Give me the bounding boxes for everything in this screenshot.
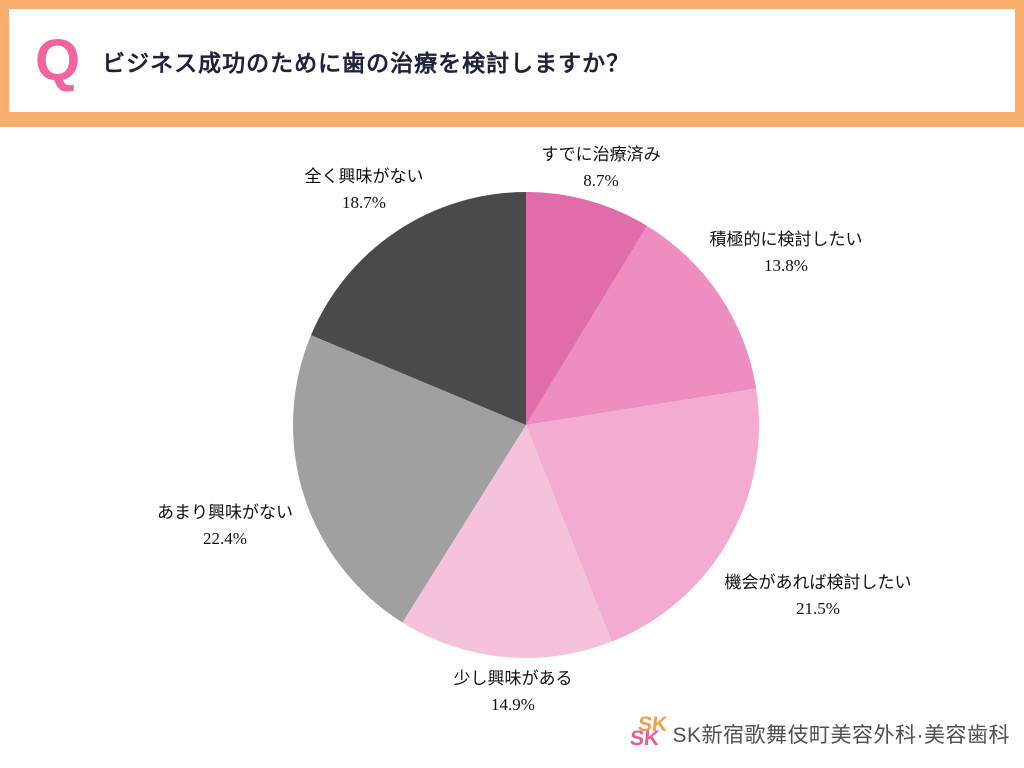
pie-label-text: 少し興味がある bbox=[453, 669, 573, 688]
pie-chart bbox=[293, 192, 759, 659]
pie-label-percent: 21.5% bbox=[796, 599, 840, 619]
clinic-logo: SK SK SK新宿歌舞伎町美容外科·美容歯科 bbox=[628, 712, 1010, 756]
pie-label-not-very-interested: あまり興味がない 22.4% bbox=[157, 500, 293, 553]
q-mark: Q bbox=[35, 27, 81, 93]
question-title: ビジネス成功のために歯の治療を検討しますか？ bbox=[102, 49, 631, 76]
pie-label-text: 機会があれば検討したい bbox=[724, 573, 912, 592]
pie-label-percent: 18.7% bbox=[342, 193, 386, 213]
pie-label-percent: 13.8% bbox=[764, 256, 808, 276]
pie-slice bbox=[526, 192, 648, 425]
pie-label-text: 全く興味がない bbox=[304, 167, 424, 186]
pie-label-text: あまり興味がない bbox=[157, 503, 293, 522]
pie-label-percent: 14.9% bbox=[491, 695, 535, 715]
sk-logo-pink: SK bbox=[629, 727, 661, 750]
pie-chart-area: すでに治療済み 8.7% 積極的に検討したい 13.8% 機会があれば検討したい… bbox=[0, 127, 1024, 768]
pie-slice bbox=[402, 425, 612, 659]
sk-logo-icon: SK SK bbox=[628, 712, 672, 756]
pie-label-already-treated: すでに治療済み 8.7% bbox=[541, 142, 660, 195]
question-banner: Q ビジネス成功のために歯の治療を検討しますか？ bbox=[0, 0, 1024, 127]
pie-label-text: すでに治療済み bbox=[541, 145, 661, 164]
pie-slice bbox=[293, 335, 526, 623]
question-banner-inner: Q ビジネス成功のために歯の治療を検討しますか？ bbox=[9, 9, 1015, 112]
pie-label-slightly-interested: 少し興味がある 14.9% bbox=[454, 666, 573, 719]
pie-slice bbox=[526, 225, 757, 425]
pie-label-percent: 22.4% bbox=[203, 529, 247, 549]
pie-label-text: 積極的に検討したい bbox=[709, 230, 863, 249]
pie-label-percent: 8.7% bbox=[583, 171, 619, 191]
pie-slice bbox=[311, 192, 526, 425]
pie-label-actively-consider: 積極的に検討したい 13.8% bbox=[710, 227, 863, 280]
pie-label-consider-if-chance: 機会があれば検討したい 21.5% bbox=[725, 570, 912, 623]
clinic-name: SK新宿歌舞伎町美容外科·美容歯科 bbox=[672, 724, 1010, 747]
pie-slice bbox=[526, 388, 759, 642]
pie-label-no-interest: 全く興味がない 18.7% bbox=[305, 164, 424, 217]
